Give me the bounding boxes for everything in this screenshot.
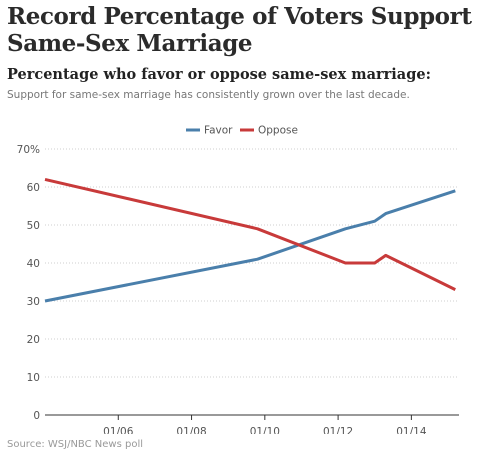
y-tick-label: 60 [27, 182, 40, 194]
y-tick-label: 0 [33, 410, 40, 422]
chart-description: Support for same-sex marriage has consis… [7, 89, 410, 101]
chart-title: Record Percentage of Voters Support Same… [7, 3, 472, 57]
series-lines [44, 177, 456, 303]
y-tick-labels: 0 10 20 30 40 50 60 70% [17, 144, 40, 422]
y-tick-label: 70% [17, 144, 40, 156]
y-tick-label: 50 [27, 220, 40, 232]
legend-item-oppose: Oppose [240, 125, 298, 137]
line-chart: Favor Oppose 0 10 20 30 40 50 60 70% 01/06 01/08… [17, 125, 459, 434]
x-tick-label: 01/08 [176, 426, 206, 434]
source-note: Source: WSJ/NBC News poll [7, 439, 143, 450]
x-tick-label: 01/10 [250, 426, 280, 434]
x-tick-label: 01/14 [396, 426, 427, 434]
legend-label-oppose: Oppose [258, 125, 298, 137]
chart-subtitle: Percentage who favor or oppose same-sex … [7, 66, 431, 83]
legend-label-favor: Favor [204, 125, 233, 137]
y-gridlines [45, 148, 459, 378]
y-tick-label: 20 [27, 334, 40, 346]
x-tick-label: 01/06 [103, 426, 134, 434]
y-tick-label: 10 [27, 372, 40, 384]
series-line-favor [44, 189, 456, 303]
legend: Favor Oppose [186, 125, 298, 137]
x-axis: 01/06 01/08 01/10 01/12 01/14 [45, 414, 459, 434]
legend-item-favor: Favor [186, 125, 233, 137]
y-tick-label: 40 [27, 258, 40, 270]
x-tick-label: 01/12 [323, 426, 353, 434]
series-line-oppose [44, 177, 456, 291]
y-tick-label: 30 [27, 296, 40, 308]
